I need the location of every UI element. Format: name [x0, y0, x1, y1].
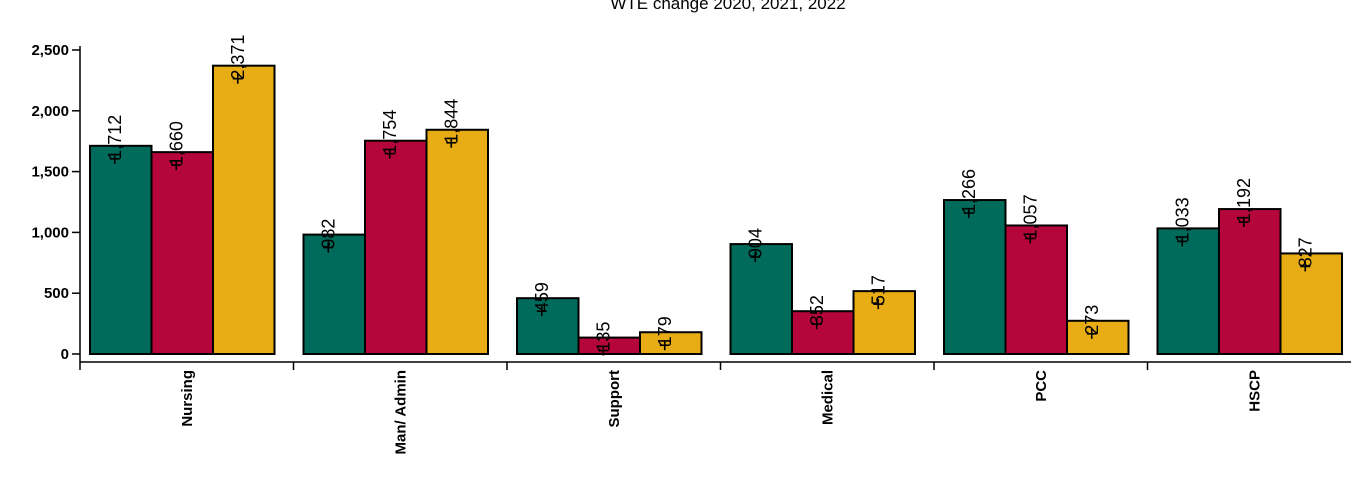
- bar: [1158, 228, 1220, 354]
- data-label: 517: [868, 275, 888, 305]
- data-label: 1,192: [1234, 178, 1254, 223]
- data-label: 1,057: [1020, 194, 1040, 239]
- data-label: 827: [1295, 237, 1315, 267]
- x-tick-label: Nursing: [179, 370, 196, 427]
- bars: [90, 66, 1342, 354]
- data-label: 179: [655, 316, 675, 346]
- data-label: 135: [593, 322, 613, 352]
- y-tick-label: 1,500: [31, 164, 69, 181]
- bar: [1006, 225, 1068, 354]
- bar: [1281, 253, 1343, 354]
- y-tick-label: 0: [61, 346, 69, 363]
- bar: [427, 130, 489, 354]
- data-label: 1,660: [166, 121, 186, 166]
- data-label: 982: [318, 219, 338, 249]
- data-label: 459: [532, 282, 552, 312]
- bar: [944, 200, 1006, 354]
- bar: [90, 146, 152, 354]
- bar: [213, 66, 275, 354]
- bar: [365, 141, 427, 354]
- bar: [1219, 209, 1281, 354]
- y-tick-label: 1,000: [31, 224, 69, 241]
- data-label: 904: [745, 228, 765, 258]
- data-label: 1,712: [105, 115, 125, 160]
- y-tick-label: 2,500: [31, 42, 69, 59]
- data-label: 1,844: [441, 99, 461, 144]
- bar: [731, 244, 793, 354]
- data-label: 1,033: [1172, 197, 1192, 242]
- data-label: 2,371: [228, 35, 248, 80]
- x-tick-label: PCC: [1033, 370, 1050, 402]
- data-label: 1,754: [380, 110, 400, 155]
- x-tick-label: Man/ Admin: [392, 370, 409, 454]
- data-labels: 1,712 1,660 2,371 982 1,754 1,844 459 135 179 904…: [105, 35, 1316, 356]
- x-tick-label: Medical: [819, 370, 836, 425]
- data-label: 352: [807, 295, 827, 325]
- data-label: 273: [1082, 305, 1102, 335]
- y-tick-label: 500: [44, 285, 69, 302]
- x-tick-label: Support: [606, 370, 623, 428]
- bar: [304, 235, 366, 354]
- chart-title: WTE change 2020, 2021, 2022: [610, 0, 845, 13]
- y-tick-label: 2,000: [31, 103, 69, 120]
- bar: [152, 152, 214, 354]
- x-tick-label: HSCP: [1246, 370, 1263, 412]
- data-label: 1,266: [959, 169, 979, 214]
